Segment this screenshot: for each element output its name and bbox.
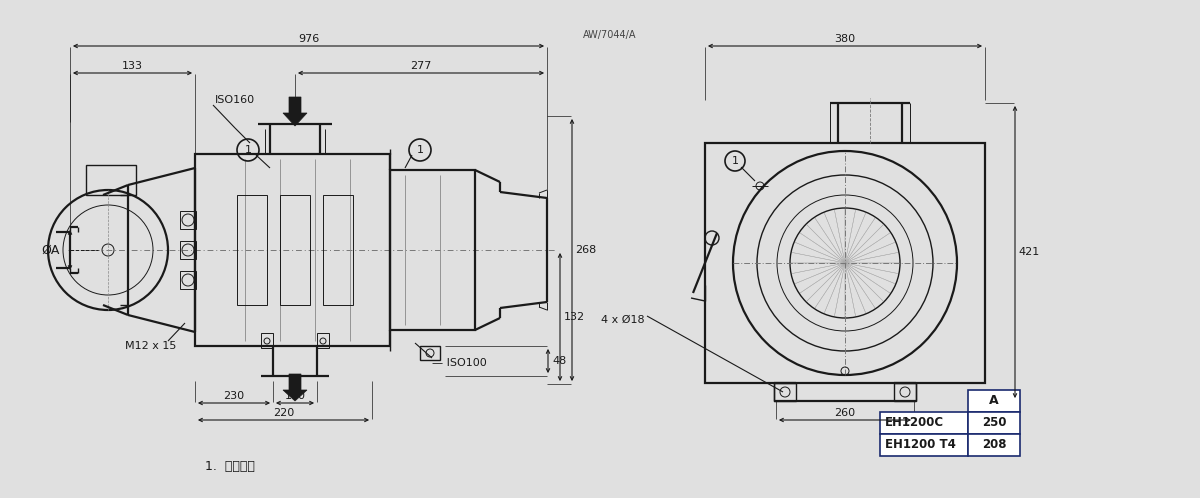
Text: 1.  起重螺栓: 1. 起重螺栓 <box>205 460 254 473</box>
Bar <box>880 434 968 456</box>
Text: 230: 230 <box>223 391 245 401</box>
Bar <box>420 346 440 360</box>
Bar <box>317 333 329 348</box>
Bar <box>323 195 353 305</box>
Text: AW/7044/A: AW/7044/A <box>583 30 636 40</box>
Text: EH1200 T4: EH1200 T4 <box>886 439 956 452</box>
Bar <box>706 143 985 383</box>
Text: 48: 48 <box>553 356 568 366</box>
Text: ØA: ØA <box>42 244 60 256</box>
Text: 380: 380 <box>834 34 856 44</box>
Text: 260: 260 <box>834 408 856 418</box>
Bar <box>180 241 196 259</box>
Text: 250: 250 <box>982 416 1007 429</box>
Text: 277: 277 <box>410 61 432 71</box>
Bar <box>968 434 1020 456</box>
Text: 421: 421 <box>1019 247 1039 257</box>
Text: 208: 208 <box>982 439 1007 452</box>
Text: 220: 220 <box>272 408 294 418</box>
Bar <box>390 170 475 330</box>
Bar <box>280 195 310 305</box>
Text: 976: 976 <box>298 34 319 44</box>
Bar <box>894 383 916 401</box>
Text: 268: 268 <box>575 245 596 255</box>
Text: 1: 1 <box>245 145 252 155</box>
Bar <box>180 271 196 289</box>
Bar <box>180 211 196 229</box>
Bar <box>194 154 390 346</box>
Polygon shape <box>283 97 307 126</box>
Text: 1: 1 <box>416 145 424 155</box>
Text: 133: 133 <box>122 61 143 71</box>
Bar <box>968 412 1020 434</box>
Bar <box>262 333 274 348</box>
Text: ISO160: ISO160 <box>215 95 256 105</box>
Polygon shape <box>283 374 307 401</box>
Text: 4 x Ø18: 4 x Ø18 <box>601 315 646 325</box>
Bar <box>880 412 968 434</box>
Text: 110: 110 <box>284 391 306 401</box>
Text: — ISO100: — ISO100 <box>432 358 487 368</box>
Text: EH1200C: EH1200C <box>886 416 944 429</box>
Text: 1: 1 <box>732 156 738 166</box>
Text: A: A <box>989 394 998 407</box>
Bar <box>968 390 1020 412</box>
Bar <box>774 383 796 401</box>
Text: 132: 132 <box>564 312 584 322</box>
Text: M12 x 15: M12 x 15 <box>125 341 176 351</box>
Bar <box>86 165 136 195</box>
Bar <box>238 195 266 305</box>
